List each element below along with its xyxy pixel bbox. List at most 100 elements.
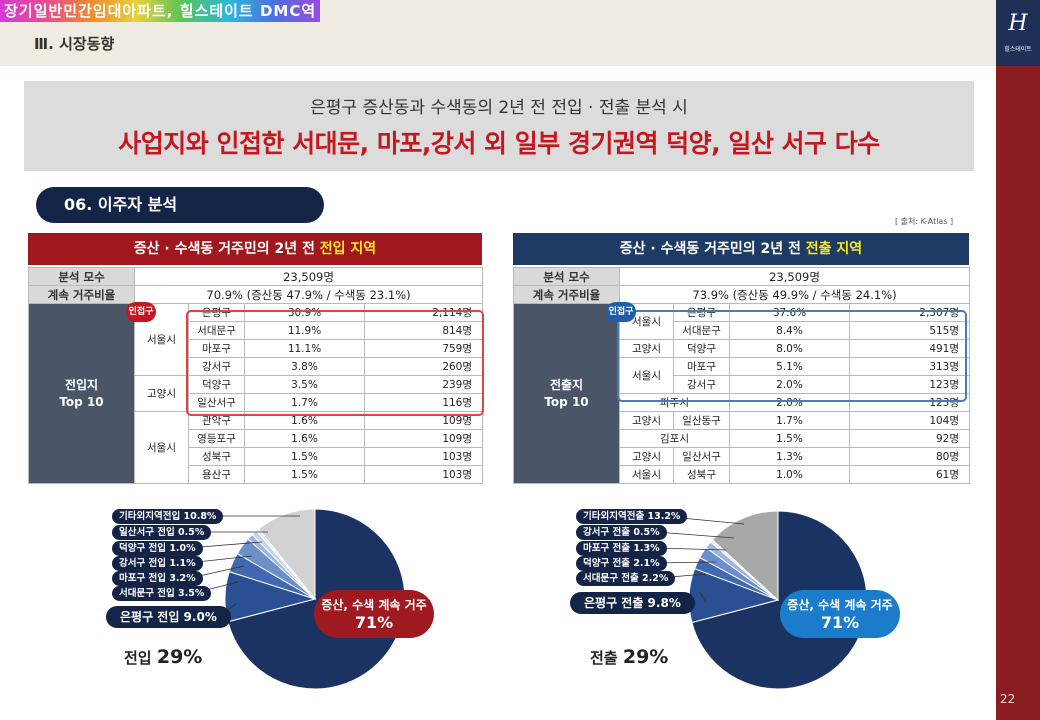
header-value: 73.9% (증산동 49.9% / 수색동 24.1%) (618, 285, 971, 304)
adjacent-highlight-box (617, 310, 967, 402)
pct-cell: 1.0% (729, 465, 850, 484)
side-label-line2: Top 10 (59, 394, 104, 409)
side-label-line1: 전입지 (64, 377, 99, 392)
pie-main-label: 은평구 전입 9.0% (106, 606, 231, 628)
city-cell: 고양시 (134, 375, 189, 412)
count-cell: 313명 (848, 357, 971, 376)
pie-main-label: 은평구 전출 9.8% (570, 592, 695, 614)
outflow-pie-chart (688, 510, 868, 690)
section-pill: 06. 이주자 분석 (36, 187, 324, 223)
table-row: 마포구 11.1% 759명 (29, 339, 484, 358)
table-row: 고양시 덕양구 8.0% 491명 (514, 339, 971, 358)
header-label: 계속 거주비율 (513, 285, 620, 304)
outflow-table: 분석 모수 23,509명 계속 거주비율 73.9% (증산동 49.9% /… (513, 267, 971, 484)
district-cell: 마포구 (673, 357, 730, 376)
table-row: 분석 모수 23,509명 (513, 267, 971, 286)
inflow-total-pct: 29% (156, 646, 203, 668)
count-cell: 491명 (848, 339, 971, 358)
count-cell: 109명 (363, 429, 484, 448)
pct-cell: 1.6% (244, 429, 365, 448)
right-band (996, 0, 1040, 720)
city-cell: 고양시 (619, 411, 674, 430)
source-note: [ 출처: K-Atlas ] (895, 217, 954, 226)
count-cell: 104명 (848, 411, 971, 430)
adjacent-tag: 인접구 (606, 302, 636, 322)
pie-slices (688, 510, 868, 690)
table-row: 분석 모수 23,509명 (28, 267, 484, 286)
logo-mark: H (1008, 11, 1028, 36)
headline-main: 사업지와 인접한 서대문, 마포,강서 외 일부 경기권역 덕양, 일산 서구 … (118, 129, 880, 158)
district-cell: 영등포구 (188, 429, 245, 448)
inflow-title-highlight: 전입 지역 (319, 241, 377, 257)
pie-label: 마포구 전출 1.3% (576, 541, 667, 556)
pie-slices (224, 508, 406, 690)
table-row: 전출지 Top 10 서울시 은평구 37.6% 2,307명 (513, 303, 971, 484)
adjacent-highlight-box (186, 310, 484, 416)
header-label: 분석 모수 (28, 267, 135, 286)
stay-bubble-pct: 71% (354, 613, 394, 632)
header-value: 23,509명 (133, 267, 484, 286)
outflow-total-label: 전출 (590, 649, 618, 667)
logo-text: 힐스테이트 (1004, 46, 1032, 53)
inflow-table-title: 증산 · 수색동 거주민의 2년 전 전입 지역 (28, 233, 482, 265)
header-label: 계속 거주비율 (28, 285, 135, 304)
table-row: 고양시 덕양구 3.5% 239명 (29, 375, 484, 412)
pie-label: 일산서구 전입 0.5% (112, 525, 212, 540)
pct-cell: 1.7% (729, 411, 850, 430)
district-cell: 용산구 (188, 465, 245, 484)
stay-bubble: 증산, 수색 계속 거주 71% (780, 590, 900, 638)
brand-logo: H 힐스테이트 (996, 0, 1040, 66)
outflow-total: 전출 29% (590, 646, 668, 668)
outflow-title-text: 증산 · 수색동 거주민의 2년 전 (619, 241, 806, 257)
outflow-total-pct: 29% (622, 646, 669, 668)
pct-cell: 8.0% (729, 339, 850, 358)
side-label: 전입지 Top 10 (28, 303, 135, 484)
table-row: 용산구 1.5% 103명 (29, 465, 484, 484)
inflow-table: 분석 모수 23,509명 계속 거주비율 70.9% (증산동 47.9% /… (28, 267, 484, 484)
headline-sub: 은평구 증산동과 수색동의 2년 전 전입 · 전출 분석 시 (310, 98, 688, 118)
pct-cell: 1.5% (244, 447, 365, 466)
table-row: 계속 거주비율 73.9% (증산동 49.9% / 수색동 24.1%) (513, 285, 971, 304)
pie-slice (711, 510, 779, 602)
pie-label: 기타외지역전출 13.2% (576, 509, 688, 524)
district-cell: 성북구 (188, 447, 245, 466)
table-row: 성북구 1.5% 103명 (29, 447, 484, 466)
pct-cell: 1.5% (729, 429, 850, 448)
count-cell: 759명 (363, 339, 484, 358)
stay-bubble-text: 증산, 수색 계속 거주 (787, 598, 893, 612)
side-label-line1: 전출지 (549, 377, 584, 392)
city-cell: 고양시 (619, 447, 674, 466)
pct-cell: 1.5% (244, 465, 365, 484)
side-label-line2: Top 10 (544, 394, 589, 409)
pie-slice (257, 508, 316, 601)
pie-label: 마포구 전입 3.2% (112, 571, 203, 586)
table-row: 고양시 일산동구 1.7% 104명 (514, 411, 971, 430)
pct-cell: 1.3% (729, 447, 850, 466)
pie-slice (691, 510, 868, 690)
banner-title: 장기일반민간임대아파트, 힐스테이트 DMC역 (0, 0, 321, 22)
district-cell: 덕양구 (673, 339, 730, 358)
pie-label: 덕양구 전출 2.1% (576, 556, 667, 571)
count-cell: 103명 (363, 447, 484, 466)
stay-bubble-pct: 71% (820, 613, 860, 632)
pie-label: 서대문구 전출 2.2% (576, 571, 676, 586)
header-value: 23,509명 (618, 267, 971, 286)
pie-label: 덕양구 전입 1.0% (112, 541, 203, 556)
table-row: 파주시 2.0% 123명 (514, 393, 971, 412)
inflow-total: 전입 29% (124, 646, 202, 668)
outflow-table-title: 증산 · 수색동 거주민의 2년 전 전출 지역 (513, 233, 969, 265)
district-cell: 일산동구 (673, 411, 730, 430)
count-cell: 92명 (848, 429, 971, 448)
table-row: 서대문구 8.4% 515명 (514, 321, 971, 340)
district-cell: 서대문구 (188, 321, 245, 340)
count-cell: 2,307명 (848, 303, 971, 322)
count-cell: 814명 (363, 321, 484, 340)
pie-label: 기타외지역전입 10.8% (112, 509, 224, 524)
header-value: 70.9% (증산동 47.9% / 수색동 23.1%) (133, 285, 484, 304)
table-row: 전입지 Top 10 서울시 은평구 30.9% 2,114명 (28, 303, 484, 484)
count-cell: 80명 (848, 447, 971, 466)
table-row: 서울시 성북구 1.0% 61명 (514, 465, 971, 484)
pie-label: 강서구 전출 0.5% (576, 525, 667, 540)
pie-label: 강서구 전입 1.1% (112, 556, 203, 571)
stay-bubble: 증산, 수색 계속 거주 71% (314, 590, 434, 638)
